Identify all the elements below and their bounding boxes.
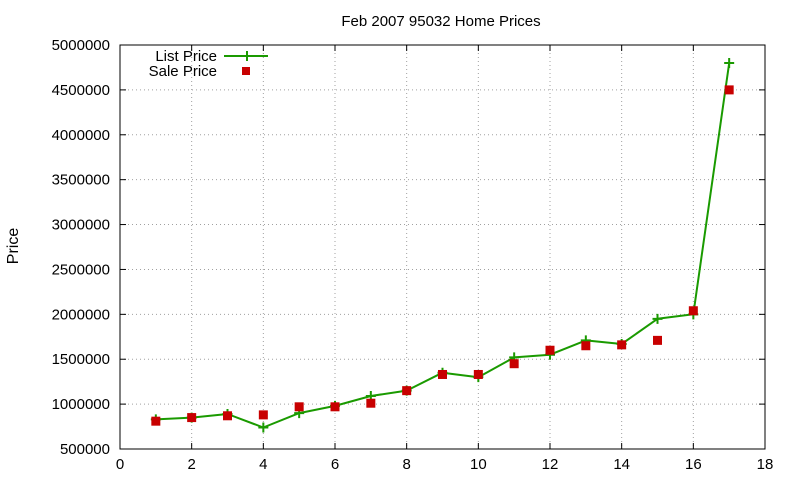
x-tick-label: 16 [685,456,702,473]
y-tick-label: 1000000 [52,396,110,413]
x-tick-label: 10 [470,456,487,473]
sale-price-point [653,335,662,345]
sale-price-point [402,386,412,396]
y-tick-label: 3000000 [52,217,110,234]
sale-price-point [187,413,197,423]
y-tick-label: 5000000 [52,37,110,54]
list-price-point [724,57,735,68]
legend-marker-sale-price [242,67,250,75]
y-tick-label: 1500000 [52,351,110,368]
legend-entry-sale-price: Sale Price [149,63,250,80]
legend-marker-list-price [242,51,252,61]
y-axis-title: Price [5,228,22,265]
sale-price-point [617,340,627,350]
y-tick-label: 2500000 [52,261,110,278]
legend-entry-list-price: List Price [155,48,268,65]
x-tick-label: 4 [259,456,267,473]
sale-price-point [509,359,519,369]
x-tick-label: 2 [187,456,195,473]
sale-price-point [724,85,734,95]
x-tick-label: 14 [613,456,630,473]
plot-frame [119,44,766,450]
legend: List Price Sale Price [149,48,268,80]
sale-price-point [151,416,161,426]
y-tick-label: 2000000 [52,306,110,323]
x-tick-label: 6 [331,456,339,473]
sale-price-point [473,369,483,379]
legend-label-sale-price: Sale Price [149,63,217,80]
y-tick-label: 4500000 [52,82,110,99]
axis-ticks: 0 2 4 6 8 10 12 14 16 18 500000 1000000 1500000 20000… [52,37,774,473]
sale-price-point [581,341,591,351]
sale-price-point [223,411,232,421]
y-tick-label: 4000000 [52,127,110,144]
sale-price-point [330,402,340,412]
y-tick-label: 500000 [60,441,110,458]
sale-price-point [258,410,268,420]
sale-price-point [294,402,304,412]
sale-price-point [366,398,376,408]
list-price-point [258,422,269,433]
list-price-point [652,313,663,324]
chart-title: Feb 2007 95032 Home Prices [341,13,540,30]
series [150,57,735,433]
x-tick-label: 18 [757,456,774,473]
sale-price-point [438,369,447,379]
sale-price-point [688,306,698,316]
legend-label-list-price: List Price [155,48,217,65]
x-tick-label: 0 [116,456,124,473]
sale-price-point [545,345,555,355]
x-tick-label: 12 [542,456,559,473]
y-tick-label: 3500000 [52,172,110,189]
x-tick-label: 8 [402,456,410,473]
